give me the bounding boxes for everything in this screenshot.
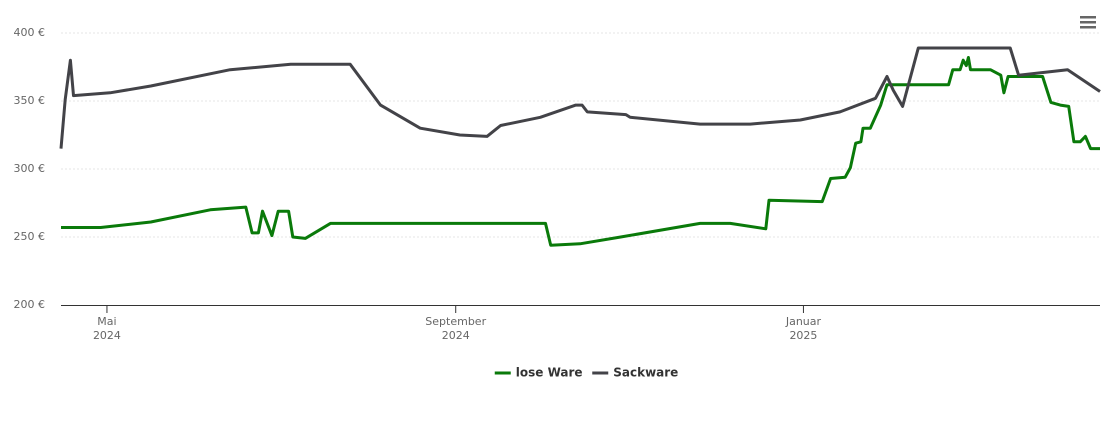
- legend-label: lose Ware: [516, 366, 583, 380]
- x-tick-label: Januar: [785, 315, 822, 328]
- y-tick-label: 400 €: [14, 26, 46, 39]
- menu-bar[interactable]: [1080, 21, 1096, 24]
- y-tick-label: 300 €: [14, 162, 46, 175]
- y-tick-label: 200 €: [14, 298, 46, 311]
- legend-label: Sackware: [613, 366, 678, 380]
- x-tick-label: September: [425, 315, 486, 328]
- series-line: [61, 56, 1100, 247]
- menu-bar[interactable]: [1080, 16, 1096, 19]
- x-tick-label: 2025: [789, 329, 817, 342]
- x-tick-label: 2024: [93, 329, 121, 342]
- y-tick-label: 250 €: [14, 230, 46, 243]
- x-tick-label: 2024: [442, 329, 470, 342]
- menu-icon[interactable]: [1080, 16, 1096, 29]
- menu-bar[interactable]: [1080, 26, 1096, 29]
- x-tick-label: Mai: [97, 315, 116, 328]
- series-line: [59, 46, 1101, 149]
- y-tick-label: 350 €: [14, 94, 46, 107]
